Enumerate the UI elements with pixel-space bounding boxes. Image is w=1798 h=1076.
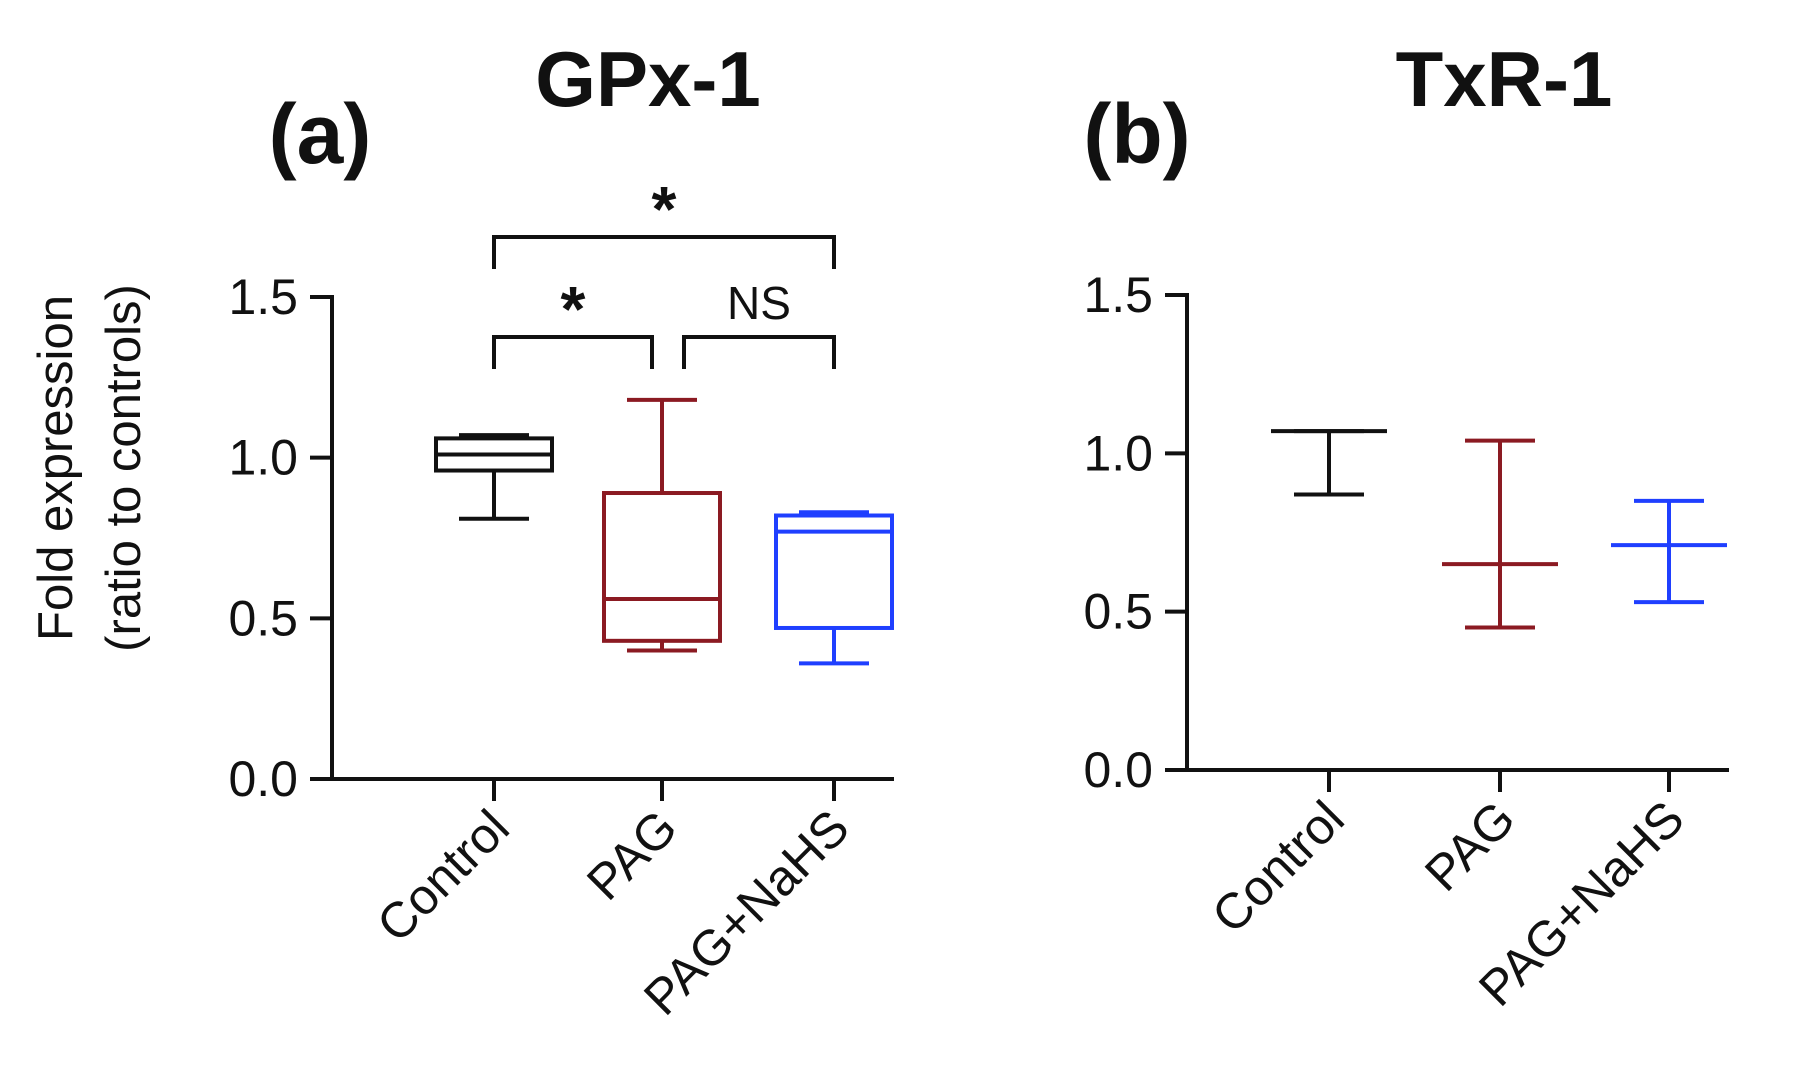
significance-label-a-1: NS (727, 277, 791, 329)
x-tick-label-a-pag: PAG (576, 799, 688, 911)
chart-title-a: GPx-1 (535, 35, 760, 123)
significance-label-a-0: * (561, 273, 586, 345)
y-axis-label-line1: Fold expression (29, 295, 83, 641)
panel-label-a: (a) (269, 87, 372, 181)
x-tick-label-a-control: Control (366, 799, 520, 953)
y-tick-label-a-2: 1.0 (228, 430, 298, 486)
y-tick-label-b-1: 0.5 (1083, 584, 1153, 640)
chart-title-b: TxR-1 (1396, 35, 1613, 123)
x-tick-label-b-control: Control (1201, 790, 1355, 944)
y-tick-label-a-0: 0.0 (228, 751, 298, 807)
y-tick-label-a-1: 0.5 (228, 590, 298, 646)
box-a-pag (602, 491, 722, 643)
y-tick-label-a-3: 1.5 (228, 269, 298, 325)
significance-label-a-2: * (652, 173, 677, 245)
y-axis-label-line2: (ratio to controls) (97, 284, 151, 652)
y-tick-label-b-3: 1.5 (1083, 267, 1153, 323)
significance-bracket-a-1 (682, 335, 836, 369)
panel-label-b: (b) (1083, 87, 1190, 181)
x-tick-label-b-pag: PAG (1414, 790, 1526, 902)
significance-bracket-a-2 (492, 235, 836, 269)
y-tick-label-b-0: 0.0 (1083, 742, 1153, 798)
box-a-pag-nahs (774, 513, 894, 630)
significance-bracket-a-0 (492, 335, 654, 369)
y-tick-label-b-2: 1.0 (1083, 425, 1153, 481)
